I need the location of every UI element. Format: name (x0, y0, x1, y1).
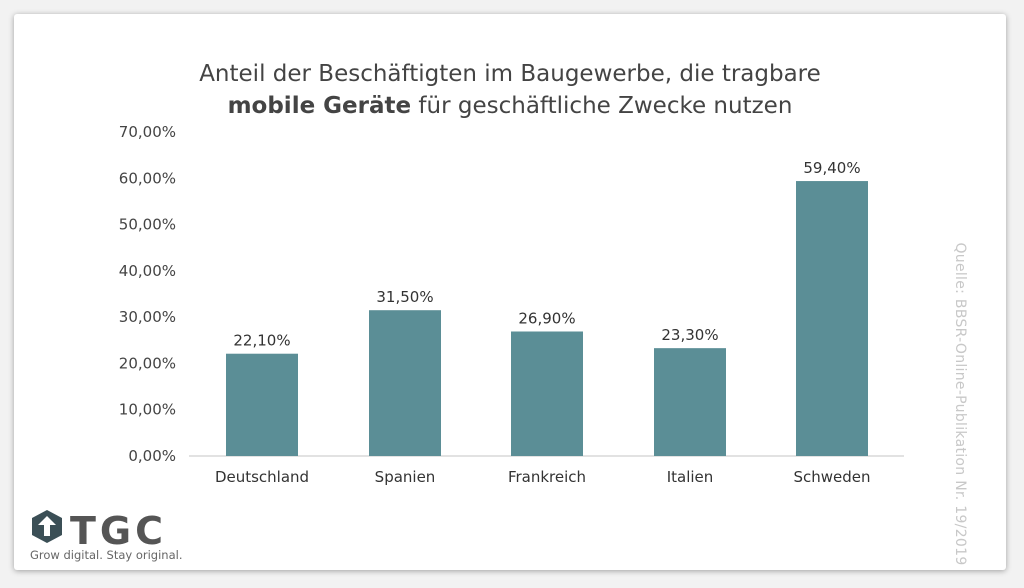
chart-title-line1: Anteil der Beschäftigten im Baugewerbe, … (199, 61, 821, 87)
bar-value-label: 31,50% (376, 288, 433, 306)
bar-value-label: 26,90% (518, 309, 575, 327)
chart-title-rest: für geschäftliche Zwecke nutzen (411, 93, 793, 119)
logo-text: TGC (70, 509, 167, 553)
y-axis: 0,00% 10,00% 20,00% 30,00% 40,00% 50,00% 60,00… (119, 123, 176, 465)
y-tick-label: 60,00% (119, 169, 176, 187)
y-tick-label: 40,00% (119, 262, 176, 280)
y-tick-label: 10,00% (119, 401, 176, 419)
bar (369, 310, 441, 456)
y-tick-label: 50,00% (119, 216, 176, 234)
y-tick-label: 30,00% (119, 308, 176, 326)
tgc-logo-icon (32, 510, 62, 543)
chart-title-bold: mobile Geräte (227, 93, 412, 119)
x-category-label: Frankreich (508, 468, 586, 486)
x-category-label: Spanien (375, 468, 436, 486)
bar (511, 331, 583, 456)
chart-title: Anteil der Beschäftigten im Baugewerbe, … (14, 58, 1006, 122)
y-tick-label: 70,00% (119, 123, 176, 141)
y-tick-label: 0,00% (128, 447, 176, 465)
x-axis-labels: Deutschland Spanien Frankreich Italien Schwe… (215, 468, 871, 486)
chart-title-line2: mobile Geräte für geschäftliche Zwecke n… (14, 90, 1006, 122)
x-category-label: Schweden (793, 468, 870, 486)
bar (226, 353, 298, 456)
source-note: Quelle: BBSR-Online-Publikation Nr. 19/2… (952, 242, 968, 566)
bar (654, 348, 726, 456)
x-category-label: Italien (667, 468, 714, 486)
bar-value-label: 23,30% (661, 326, 718, 344)
bar-value-label: 59,40% (803, 159, 860, 177)
y-tick-label: 20,00% (119, 354, 176, 372)
logo-tagline: Grow digital. Stay original. (30, 548, 183, 562)
bars: 22,10% 31,50% 26,90% 23,30% 59,40% (226, 159, 868, 456)
bar (796, 181, 868, 456)
x-category-label: Deutschland (215, 468, 309, 486)
bar-value-label: 22,10% (233, 332, 290, 350)
